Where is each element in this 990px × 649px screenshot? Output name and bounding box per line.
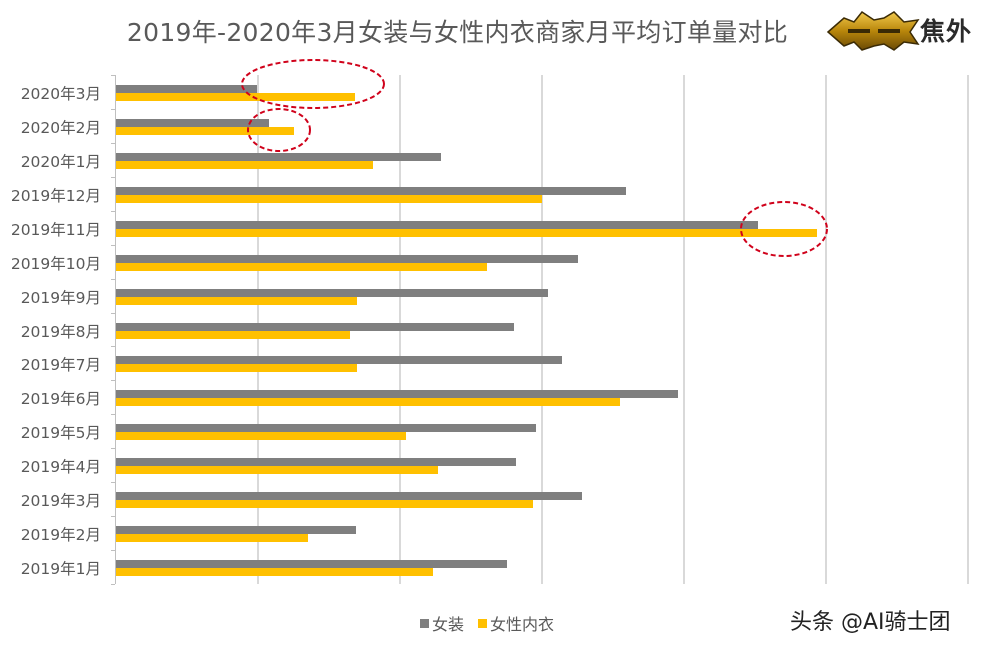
bar-lingerie [116, 195, 542, 203]
bar-womens-apparel [116, 289, 548, 297]
bar-womens-apparel [116, 187, 626, 195]
bar-womens-apparel [116, 153, 441, 161]
category-label: 2020年1月 [20, 153, 101, 171]
bar-chart: 2020年3月 2020年2月 2020年1月 2019年12月 2019年11月 201… [10, 75, 969, 585]
bar-womens-apparel [116, 323, 514, 331]
legend-label: 女性内衣 [490, 615, 555, 634]
axis-tick [111, 550, 115, 551]
category-label: 2020年3月 [20, 85, 101, 103]
bar-lingerie [116, 398, 620, 406]
axis-tick [111, 448, 115, 449]
legend-item-lingerie: 女性内衣 [478, 611, 554, 635]
gridline [541, 75, 543, 584]
highlight-ellipse [247, 108, 311, 152]
category-label: 2020年2月 [20, 119, 101, 137]
category-axis-line [115, 75, 116, 584]
bar-womens-apparel [116, 492, 582, 500]
legend-swatch-yellow [478, 618, 488, 628]
legend-label: 女装 [432, 615, 465, 634]
bar-womens-apparel [116, 356, 562, 364]
category-label: 2019年4月 [20, 458, 101, 476]
axis-tick [111, 313, 115, 314]
chart-title: 2019年-2020年3月女装与女性内衣商家月平均订单量对比 [126, 18, 789, 47]
bar-lingerie [116, 500, 533, 508]
axis-tick [111, 380, 115, 381]
bar-lingerie [116, 127, 294, 135]
category-label: 2019年11月 [10, 221, 101, 239]
category-label: 2019年7月 [20, 356, 101, 374]
bar-womens-apparel [116, 424, 536, 432]
category-label: 2019年6月 [20, 390, 101, 408]
highlight-ellipse [740, 201, 828, 257]
axis-tick [111, 177, 115, 178]
bar-lingerie [116, 161, 373, 169]
bar-lingerie [116, 432, 406, 440]
bar-lingerie [116, 534, 308, 542]
category-label: 2019年9月 [20, 289, 101, 307]
bar-womens-apparel [116, 119, 269, 127]
category-label: 2019年1月 [20, 560, 101, 578]
bar-lingerie [116, 263, 487, 271]
category-label: 2019年8月 [20, 323, 101, 341]
bar-womens-apparel [116, 458, 516, 466]
bar-lingerie [116, 93, 355, 101]
bar-womens-apparel [116, 85, 257, 93]
axis-tick [111, 516, 115, 517]
axis-tick [111, 482, 115, 483]
axis-tick [111, 279, 115, 280]
bar-womens-apparel [116, 560, 507, 568]
axis-tick [111, 414, 115, 415]
category-label: 2019年5月 [20, 424, 101, 442]
bar-womens-apparel [116, 221, 758, 229]
gridline [683, 75, 685, 584]
bar-lingerie [116, 466, 438, 474]
gridline [967, 75, 969, 584]
bar-lingerie [116, 297, 357, 305]
axis-tick [111, 346, 115, 347]
logo-text: 焦外 [920, 17, 973, 46]
legend-item-womens-apparel: 女装 [420, 611, 464, 635]
bar-lingerie [116, 331, 350, 339]
axis-tick [111, 143, 115, 144]
bar-lingerie [116, 229, 817, 237]
gridline [825, 75, 827, 584]
axis-tick [111, 109, 115, 110]
category-label: 2019年2月 [20, 526, 101, 544]
bar-lingerie [116, 568, 433, 576]
category-label: 2019年12月 [10, 187, 101, 205]
bar-lingerie [116, 364, 357, 372]
category-label: 2019年3月 [20, 492, 101, 510]
category-label: 2019年10月 [10, 255, 101, 273]
bar-womens-apparel [116, 526, 356, 534]
highlight-ellipse [241, 59, 385, 109]
legend-swatch-gray [420, 618, 429, 628]
axis-tick [111, 75, 115, 76]
bat-wing-logo-icon [826, 10, 920, 51]
axis-tick [111, 584, 115, 585]
axis-tick [111, 211, 115, 212]
watermark: 头条 @AI骑士团 [790, 610, 951, 635]
bar-womens-apparel [116, 390, 678, 398]
axis-tick [111, 245, 115, 246]
chart-legend: 女装 女性内衣 [420, 611, 562, 635]
bar-womens-apparel [116, 255, 578, 263]
